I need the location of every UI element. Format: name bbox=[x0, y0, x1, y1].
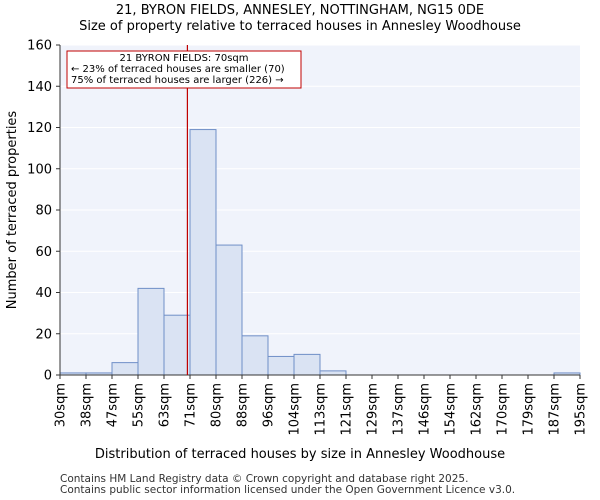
y-tick-label: 80 bbox=[35, 204, 52, 219]
bar-96sqm bbox=[267, 355, 295, 376]
bar-113sqm bbox=[319, 370, 347, 376]
x-tick-label: 162sqm bbox=[470, 383, 485, 436]
x-tick-label: 121sqm bbox=[340, 383, 355, 436]
bar-80sqm bbox=[215, 244, 243, 376]
bar-71sqm bbox=[189, 129, 217, 376]
annotation-line-1: 21 BYRON FIELDS: 70sqm bbox=[119, 53, 248, 64]
annotation-line-3: 75% of terraced houses are larger (226) … bbox=[71, 75, 284, 86]
annotation-line-2: ← 23% of terraced houses are smaller (70… bbox=[71, 64, 285, 75]
y-axis-label: Number of terraced properties bbox=[5, 111, 20, 310]
y-tick-label: 140 bbox=[27, 80, 52, 95]
y-tick-labels: 0 20 40 60 80 100 120 140 160 bbox=[27, 39, 60, 384]
x-tick-label: 38sqm bbox=[80, 383, 95, 427]
chart-subtitle: Size of property relative to terraced ho… bbox=[79, 19, 521, 34]
y-tick-label: 20 bbox=[35, 327, 52, 342]
annotation-box bbox=[66, 50, 302, 89]
bar-104sqm bbox=[293, 353, 321, 376]
histogram-chart: 0 20 40 60 80 100 120 140 160 30sqm 38sqm 47sqm 55s… bbox=[5, 39, 589, 463]
x-tick-label: 104sqm bbox=[288, 383, 303, 436]
x-tick-label: 55sqm bbox=[132, 383, 147, 427]
x-axis-label: Distribution of terraced houses by size … bbox=[95, 447, 505, 462]
x-tick-label: 71sqm bbox=[184, 383, 199, 427]
footer-line-1: Contains HM Land Registry data © Crown c… bbox=[60, 473, 469, 485]
x-tick-label: 146sqm bbox=[418, 383, 433, 436]
x-tick-labels: 30sqm 38sqm 47sqm 55sqm 63sqm 71sqm 80sqm 88sqm… bbox=[54, 375, 589, 436]
bar-88sqm bbox=[241, 335, 269, 376]
y-tick-label: 60 bbox=[35, 245, 52, 260]
footer-line-2: Contains public sector information licen… bbox=[60, 484, 516, 496]
x-tick-label: 154sqm bbox=[444, 383, 459, 436]
x-tick-label: 195sqm bbox=[574, 383, 589, 436]
y-tick-label: 100 bbox=[27, 162, 52, 177]
bar-63sqm bbox=[163, 314, 191, 376]
x-tick-label: 179sqm bbox=[522, 383, 537, 436]
x-tick-label: 170sqm bbox=[496, 383, 511, 436]
bar-55sqm bbox=[137, 287, 165, 376]
y-tick-label: 0 bbox=[44, 369, 52, 384]
x-tick-label: 187sqm bbox=[548, 383, 563, 436]
x-tick-label: 47sqm bbox=[106, 383, 121, 427]
y-tick-label: 120 bbox=[27, 121, 52, 136]
x-tick-label: 129sqm bbox=[366, 383, 381, 436]
y-tick-label: 160 bbox=[27, 39, 52, 54]
x-tick-label: 80sqm bbox=[210, 383, 225, 427]
x-tick-label: 88sqm bbox=[236, 383, 251, 427]
x-tick-label: 113sqm bbox=[314, 383, 329, 436]
x-tick-label: 30sqm bbox=[54, 383, 69, 427]
property-annotation: 21 BYRON FIELDS: 70sqm ← 23% of terraced… bbox=[66, 50, 302, 89]
chart-title: 21, BYRON FIELDS, ANNESLEY, NOTTINGHAM, … bbox=[115, 3, 485, 18]
x-tick-label: 63sqm bbox=[158, 383, 173, 427]
y-tick-label: 40 bbox=[35, 286, 52, 301]
x-tick-label: 137sqm bbox=[392, 383, 407, 436]
x-tick-label: 96sqm bbox=[262, 383, 277, 427]
bar-47sqm bbox=[111, 362, 139, 376]
